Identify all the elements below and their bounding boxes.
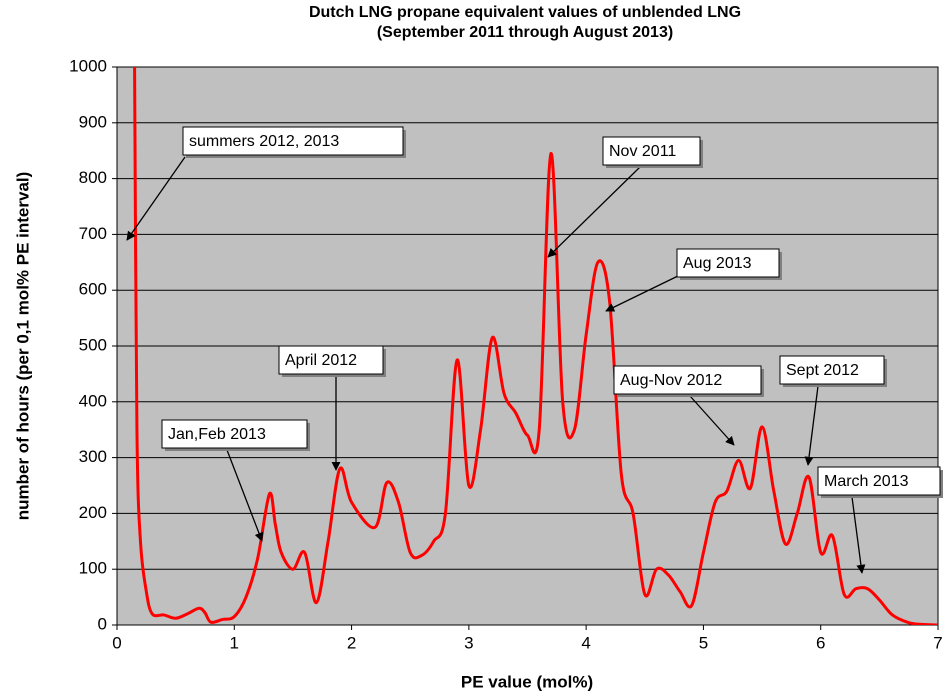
annotation-text: summers 2012, 2013 (189, 133, 339, 150)
annotation-arrow (547, 166, 641, 258)
chart-title: Dutch LNG propane equivalent values of u… (309, 4, 741, 21)
annotation-box (161, 419, 308, 449)
annotation-text: Nov 2011 (609, 143, 676, 160)
annotation-text: Aug 2013 (683, 255, 752, 272)
annotation-box (817, 466, 941, 496)
y-tick-label: 300 (79, 447, 107, 466)
x-tick-label: 4 (581, 633, 590, 652)
annotation-text: Aug-Nov 2012 (620, 372, 722, 389)
y-tick-label: 0 (98, 614, 107, 633)
x-tick-label: 3 (464, 633, 473, 652)
x-tick-label: 5 (699, 633, 708, 652)
data-line (133, 67, 938, 625)
y-tick-label: 1000 (69, 56, 107, 75)
y-tick-label: 800 (79, 168, 107, 187)
y-tick-label: 500 (79, 335, 107, 354)
chart-subtitle: (September 2011 through August 2013) (377, 24, 673, 41)
annotation-arrow (804, 385, 819, 466)
annotation-arrow (851, 496, 866, 574)
annotation-box (278, 345, 384, 375)
annotation-box (613, 365, 762, 395)
annotation-arrow (226, 449, 264, 542)
x-tick-label: 7 (933, 633, 942, 652)
annotation-arrow (605, 274, 681, 312)
x-axis-label: PE value (mol%) (461, 672, 593, 691)
x-tick-label: 6 (816, 633, 825, 652)
annotation-text: March 2013 (824, 473, 909, 490)
y-tick-label: 400 (79, 391, 107, 410)
x-tick-label: 1 (230, 633, 239, 652)
annotation-box (779, 355, 885, 385)
y-tick-label: 900 (79, 112, 107, 131)
annotation-arrow (126, 156, 186, 241)
annotation-box (602, 136, 701, 166)
annotation-text: April 2012 (285, 352, 357, 369)
annotation-arrow (689, 395, 735, 446)
y-tick-label: 600 (79, 280, 107, 299)
annotation-text: Jan,Feb 2013 (168, 426, 266, 443)
y-tick-label: 700 (79, 224, 107, 243)
x-tick-label: 0 (112, 633, 121, 652)
y-tick-label: 100 (79, 559, 107, 578)
annotation-text: Sept 2012 (786, 362, 859, 379)
y-axis-label: number of hours (per 0,1 mol% PE interva… (13, 172, 32, 521)
plot-border (116, 66, 939, 626)
annotation-box (676, 248, 780, 278)
y-tick-label: 200 (79, 503, 107, 522)
x-tick-label: 2 (347, 633, 356, 652)
annotation-box (182, 126, 404, 156)
